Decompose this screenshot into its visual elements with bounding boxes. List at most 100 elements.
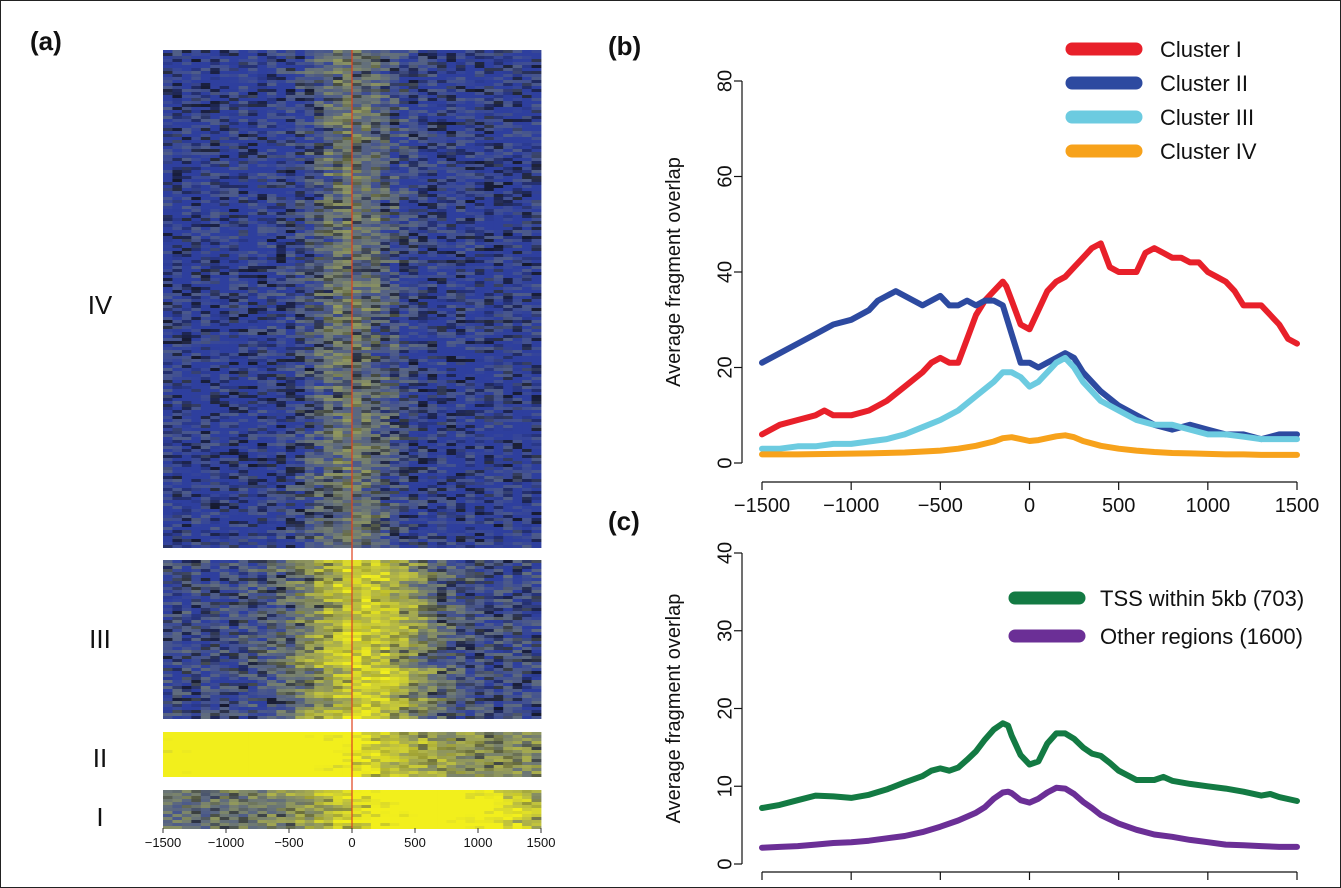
heatmap-cell: [210, 212, 221, 215]
heatmap-cell: [172, 299, 183, 302]
heatmap-cell: [333, 80, 343, 83]
heatmap-cell: [200, 314, 211, 317]
heatmap-cell: [219, 335, 230, 338]
heatmap-cell: [484, 173, 495, 176]
heatmap-cell: [295, 137, 306, 140]
heatmap-cell: [200, 203, 211, 206]
heatmap-cell: [285, 212, 296, 215]
heatmap-cell: [229, 389, 239, 392]
heatmap-cell: [418, 233, 428, 236]
heatmap-cell: [465, 191, 476, 194]
heatmap-cell: [418, 410, 428, 413]
heatmap-cell: [512, 341, 523, 344]
heatmap-cell: [248, 110, 258, 113]
heatmap-cell: [531, 128, 542, 131]
heatmap-cell: [352, 380, 362, 383]
heatmap-cell: [210, 191, 221, 194]
heatmap-cell: [522, 332, 532, 335]
heatmap-cell: [323, 257, 334, 260]
heatmap-cell: [295, 320, 306, 323]
heatmap-cell: [304, 209, 315, 212]
heatmap-cell: [304, 131, 315, 134]
heatmap-cell: [304, 221, 315, 224]
heatmap-cell: [465, 89, 476, 92]
heatmap-cell: [295, 410, 306, 413]
heatmap-cell: [361, 95, 372, 98]
heatmap-cell: [238, 401, 249, 404]
heatmap-cell: [399, 194, 410, 197]
heatmap-cell: [455, 362, 466, 365]
heatmap-cell: [200, 53, 211, 56]
heatmap-cell: [314, 341, 325, 344]
heatmap-cell: [172, 116, 183, 119]
heatmap-cell: [418, 398, 428, 401]
heatmap-cell: [219, 410, 230, 413]
heatmap-cell: [455, 185, 466, 188]
heatmap-cell: [437, 122, 447, 125]
heatmap-cell: [304, 386, 315, 389]
heatmap-cell: [512, 113, 523, 116]
heatmap-cell: [304, 212, 315, 215]
heatmap-cell: [342, 77, 353, 80]
heatmap-cell: [200, 233, 211, 236]
heatmap-cell: [248, 257, 258, 260]
heatmap-cell: [418, 65, 428, 68]
heatmap-cell: [342, 86, 353, 89]
heatmap-cell: [408, 71, 419, 74]
heatmap-cell: [172, 143, 183, 146]
heatmap-cell: [219, 329, 230, 332]
heatmap-cell: [229, 314, 239, 317]
heatmap-cell: [266, 284, 277, 287]
heatmap-cell: [361, 164, 372, 167]
heatmap-cell: [399, 152, 410, 155]
heatmap-cell: [522, 383, 532, 386]
heatmap-cell: [314, 185, 325, 188]
heatmap-cell: [163, 347, 173, 350]
heatmap-cell: [446, 326, 457, 329]
heatmap-cell: [408, 239, 419, 242]
heatmap-cell: [503, 299, 514, 302]
heatmap-cell: [437, 377, 447, 380]
heatmap-cell: [257, 209, 268, 212]
heatmap-cell: [465, 389, 476, 392]
heatmap-cell: [219, 356, 230, 359]
heatmap-cell: [427, 401, 438, 404]
heatmap-cell: [484, 152, 495, 155]
heatmap-cell: [248, 50, 258, 53]
heatmap-cell: [512, 128, 523, 131]
heatmap-cell: [314, 119, 325, 122]
heatmap-cell: [418, 254, 428, 257]
heatmap-cell: [219, 242, 230, 245]
heatmap-cell: [389, 257, 400, 260]
heatmap-cell: [455, 212, 466, 215]
heatmap-cell: [200, 167, 211, 170]
heatmap-cell: [503, 119, 514, 122]
heatmap-cell: [276, 413, 287, 416]
heatmap-cell: [248, 242, 258, 245]
heatmap-cell: [370, 164, 381, 167]
heatmap-cell: [399, 311, 410, 314]
heatmap-cell: [474, 392, 485, 395]
heatmap-cell: [314, 365, 325, 368]
heatmap-cell: [314, 194, 325, 197]
heatmap-cell: [389, 254, 400, 257]
heatmap-cell: [333, 386, 343, 389]
heatmap-cell: [361, 386, 372, 389]
heatmap-cell: [352, 116, 362, 119]
heatmap-cell: [399, 383, 410, 386]
heatmap-cell: [248, 389, 258, 392]
heatmap-cell: [276, 227, 287, 230]
heatmap-cell: [484, 374, 495, 377]
heatmap-cell: [342, 389, 353, 392]
heatmap-cell: [219, 131, 230, 134]
heatmap-cell: [380, 239, 391, 242]
heatmap-cell: [352, 191, 362, 194]
heatmap-cell: [370, 68, 381, 71]
heatmap-cell: [455, 245, 466, 248]
heatmap-cell: [238, 338, 249, 341]
heatmap-cell: [465, 236, 476, 239]
heatmap-cell: [229, 413, 239, 416]
heatmap-cell: [342, 413, 353, 416]
heatmap-cell: [210, 92, 221, 95]
heatmap-cell: [474, 260, 485, 263]
